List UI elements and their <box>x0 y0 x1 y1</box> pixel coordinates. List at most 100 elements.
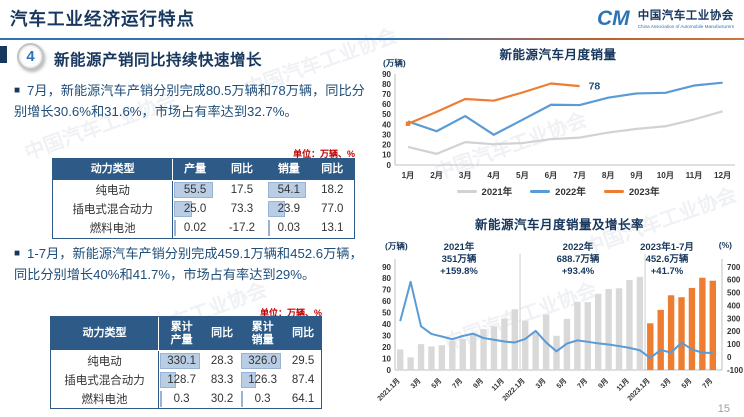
table-cell: 0.3 <box>159 389 205 409</box>
combo-chart-svg: 0 10 20 30 40 50 60 70 80 90 -100 0 100 200 300 400 500 6… <box>376 254 744 403</box>
svg-text:-100: -100 <box>727 366 744 375</box>
table-cell: 326.0 <box>239 351 286 371</box>
svg-text:400: 400 <box>727 301 741 310</box>
table-cell: 纯电动 <box>53 180 174 200</box>
bullet-paragraph-july: ■ 7月，新能源汽车产销分别完成80.5万辆和78万辆，同比分别增长30.6%和3… <box>14 80 368 123</box>
table-cell: 54.1 <box>267 180 311 200</box>
svg-text:70: 70 <box>382 90 391 99</box>
bullet-square-icon: ■ <box>14 85 21 96</box>
svg-text:5月: 5月 <box>516 171 529 180</box>
table-header-cell: 累计 产量 <box>159 317 205 352</box>
page-number: 15 <box>717 403 730 415</box>
table-header-cell: 同比 <box>216 159 268 181</box>
svg-text:200: 200 <box>727 327 741 336</box>
table-row: 纯电动 330.1 28.3 326.0 29.5 <box>51 351 321 371</box>
caam-logo-name-cn: 中国汽车工业协会 <box>637 10 734 22</box>
section-title: 新能源产销同比持续快速增长 <box>54 52 263 69</box>
svg-text:11月: 11月 <box>615 377 631 393</box>
legend-item: 2022年 <box>530 184 586 198</box>
svg-text:6月: 6月 <box>545 171 558 180</box>
legend-swatch-icon <box>456 189 477 193</box>
section-number-badge: 4 <box>17 43 44 70</box>
page-title: 汽车工业经济运行特点 <box>10 9 195 29</box>
monthly-sales-growth-combo-chart: 新能源汽车月度销量及增长率 (万辆) (%) 2021年 351万辆 +159.… <box>375 214 744 417</box>
svg-text:3月: 3月 <box>534 377 547 390</box>
svg-text:0: 0 <box>387 161 392 170</box>
annotation-2022-total: 2022年 688.7万辆 +93.4% <box>556 242 600 277</box>
left-edge-accent <box>0 46 7 63</box>
table-cell: 87.4 <box>285 370 321 390</box>
table-cell: 64.1 <box>285 389 321 409</box>
svg-text:90: 90 <box>382 70 391 79</box>
table-cell: 纯电动 <box>51 351 159 371</box>
table-cell: 55.5 <box>173 180 217 200</box>
table-cell: 25.0 <box>173 199 217 219</box>
data-bar <box>240 352 281 369</box>
data-bar <box>160 390 162 407</box>
data-table: 动力类型 产量 同比 销量 同比 纯电动 55.5 17.5 54.1 18.2 插电式混合动力 25… <box>52 158 355 239</box>
table-cell: 插电式混合动力 <box>51 370 159 390</box>
svg-text:11月: 11月 <box>686 171 703 180</box>
unit-label-monthly: 单位：万辆、% <box>292 149 355 159</box>
svg-text:3月: 3月 <box>459 171 472 180</box>
data-bar <box>268 220 271 237</box>
svg-text:9月: 9月 <box>630 171 643 180</box>
svg-text:40: 40 <box>382 320 391 329</box>
legend-swatch-icon <box>530 189 551 193</box>
svg-text:80: 80 <box>382 274 391 283</box>
data-bar <box>174 220 177 237</box>
svg-text:700: 700 <box>727 263 741 272</box>
svg-text:2023.1月: 2023.1月 <box>626 377 652 403</box>
section-number: 4 <box>26 48 35 65</box>
table-cell: 13.1 <box>310 218 354 238</box>
left-axis-unit-label: (万辆) <box>385 241 408 251</box>
svg-text:10: 10 <box>382 151 391 160</box>
table-cell: -17.2 <box>216 218 268 238</box>
data-bar <box>174 182 213 199</box>
svg-text:5月: 5月 <box>680 377 693 390</box>
table-cell: 插电式混合动力 <box>53 199 174 219</box>
table-cell: 330.1 <box>159 351 205 371</box>
bullet-paragraph-jan-july: ■ 1-7月，新能源汽车产销分别完成459.1万辆和452.6万辆，同比分别增长4… <box>14 243 368 286</box>
svg-text:80: 80 <box>382 80 391 89</box>
svg-text:10月: 10月 <box>657 171 674 180</box>
svg-text:500: 500 <box>727 289 741 298</box>
svg-text:300: 300 <box>727 314 741 323</box>
bullet-text: 7月，新能源汽车产销分别完成80.5万辆和78万辆，同比分别增长30.6%和31… <box>14 83 365 120</box>
chart-title: 新能源汽车月度销量 <box>499 48 617 62</box>
svg-text:60: 60 <box>382 297 391 306</box>
svg-text:2021.1月: 2021.1月 <box>376 377 402 403</box>
table-row: 纯电动 55.5 17.5 54.1 18.2 <box>53 180 354 200</box>
chart-legend: 2021年 2022年 2023年 <box>375 184 741 198</box>
svg-text:30: 30 <box>382 130 391 139</box>
data-bar <box>268 201 285 218</box>
table-cell: 30.2 <box>204 389 240 409</box>
table-cell: 28.3 <box>204 351 240 371</box>
table-cell: 128.7 <box>159 370 205 390</box>
bullet-square-icon: ■ <box>14 248 21 259</box>
table-header-cell: 销量 <box>267 159 311 181</box>
svg-text:3月: 3月 <box>659 377 672 390</box>
data-bar <box>160 371 176 388</box>
svg-text:7月: 7月 <box>576 377 589 390</box>
table-row: 燃料电池 0.3 30.2 0.3 64.1 <box>51 389 321 409</box>
svg-text:50: 50 <box>382 110 391 119</box>
svg-text:60: 60 <box>382 100 391 109</box>
svg-text:20: 20 <box>382 141 391 150</box>
table-cell: 23.9 <box>267 199 311 219</box>
svg-text:78: 78 <box>589 81 601 93</box>
table-cell: 83.3 <box>204 370 240 390</box>
svg-text:12月: 12月 <box>714 171 731 180</box>
cumulative-production-sales-table: 动力类型 累计 产量 同比 累计 销量 同比 纯电动 330.1 28.3 326.0 29.5 插… <box>50 316 322 410</box>
svg-text:20: 20 <box>382 343 391 352</box>
legend-swatch-icon <box>603 189 624 193</box>
caam-logo-name-en: China Association of Automobile Manufact… <box>637 24 734 29</box>
svg-text:2月: 2月 <box>430 171 443 180</box>
table-cell: 126.3 <box>239 370 286 390</box>
table-cell: 0.3 <box>239 389 286 409</box>
svg-text:50: 50 <box>382 309 391 318</box>
caam-logo-text: 中国汽车工业协会 China Association of Automobile… <box>638 7 734 29</box>
svg-text:7月: 7月 <box>573 171 586 180</box>
